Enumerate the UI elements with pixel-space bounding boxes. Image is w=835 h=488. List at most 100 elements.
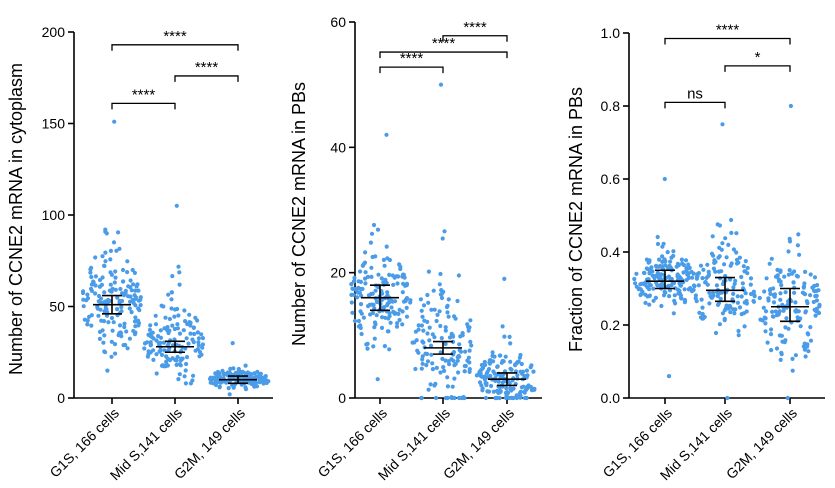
data-point xyxy=(672,293,677,298)
data-point xyxy=(802,341,807,346)
data-point xyxy=(795,243,801,248)
data-point xyxy=(89,313,94,318)
data-point xyxy=(349,282,354,287)
data-point xyxy=(410,340,415,345)
significance-label: **** xyxy=(132,86,156,103)
data-point xyxy=(718,296,723,301)
data-point xyxy=(217,385,222,390)
data-point xyxy=(356,324,361,329)
data-point xyxy=(455,358,460,363)
data-point xyxy=(85,292,90,297)
data-point xyxy=(817,304,822,309)
data-point xyxy=(423,351,428,356)
data-point xyxy=(496,379,501,384)
data-point xyxy=(421,303,427,308)
data-point xyxy=(419,395,424,401)
data-point xyxy=(426,300,431,305)
data-point xyxy=(113,351,118,356)
data-point xyxy=(729,217,734,223)
data-point xyxy=(700,305,705,310)
data-point xyxy=(439,295,445,301)
data-point xyxy=(382,305,387,310)
data-point xyxy=(93,255,98,260)
data-point xyxy=(682,287,687,292)
data-point xyxy=(638,287,643,292)
data-point xyxy=(769,348,774,353)
data-point xyxy=(195,330,200,335)
data-point xyxy=(100,275,105,280)
data-point xyxy=(466,328,471,333)
data-point xyxy=(751,298,756,304)
data-point xyxy=(136,320,141,325)
data-point xyxy=(522,389,527,394)
data-point xyxy=(177,331,183,336)
data-point xyxy=(524,368,530,373)
data-point xyxy=(492,354,497,359)
data-point xyxy=(655,270,660,275)
data-point xyxy=(694,276,700,281)
data-point xyxy=(395,281,400,286)
data-point xyxy=(427,325,432,330)
data-point xyxy=(643,300,648,305)
data-point xyxy=(726,242,731,247)
data-point xyxy=(427,338,432,343)
data-point xyxy=(717,322,723,327)
data-point xyxy=(108,248,113,253)
data-point xyxy=(151,336,156,341)
data-point xyxy=(224,380,229,385)
data-point xyxy=(435,312,440,317)
y-tick-label: 40 xyxy=(330,139,346,155)
data-point xyxy=(102,263,107,269)
data-point xyxy=(443,325,448,330)
data-point xyxy=(644,266,649,271)
data-point xyxy=(647,283,652,288)
data-point xyxy=(446,297,451,302)
data-point xyxy=(112,119,117,124)
data-point xyxy=(757,295,762,301)
data-point xyxy=(804,299,810,304)
data-point xyxy=(147,327,152,332)
data-point xyxy=(176,264,181,269)
data-point xyxy=(364,342,369,347)
data-point xyxy=(113,287,118,292)
data-point xyxy=(732,311,737,316)
data-point xyxy=(150,330,155,335)
y-axis-label: Number of CCNE2 mRNA in PBs xyxy=(289,82,309,346)
data-point xyxy=(159,303,164,308)
data-point xyxy=(641,270,647,275)
data-point xyxy=(384,244,389,249)
data-point xyxy=(163,315,168,320)
data-point xyxy=(445,384,450,389)
data-point xyxy=(166,330,171,336)
data-point xyxy=(711,266,717,271)
data-point xyxy=(731,291,736,296)
data-point xyxy=(736,333,741,338)
data-point xyxy=(421,340,426,345)
data-point xyxy=(390,273,395,278)
data-point xyxy=(400,290,405,295)
data-point xyxy=(463,349,468,354)
data-point xyxy=(102,300,107,305)
data-point xyxy=(81,297,86,302)
y-tick-label: 0.4 xyxy=(601,244,621,260)
data-point xyxy=(691,287,696,293)
data-point xyxy=(691,283,697,288)
data-point xyxy=(373,288,378,293)
data-point xyxy=(813,313,818,318)
data-point xyxy=(505,390,510,395)
data-point xyxy=(416,323,421,328)
data-point xyxy=(655,234,660,240)
data-point xyxy=(719,269,724,274)
data-point xyxy=(440,236,445,241)
data-point xyxy=(105,368,110,373)
data-point xyxy=(739,294,744,299)
data-point xyxy=(426,269,431,274)
data-point xyxy=(720,241,725,246)
data-point xyxy=(734,250,739,255)
data-point xyxy=(480,388,485,393)
data-point xyxy=(182,308,187,313)
data-point xyxy=(183,368,188,373)
data-point xyxy=(793,300,798,305)
data-point xyxy=(501,359,506,364)
data-point xyxy=(663,263,668,268)
